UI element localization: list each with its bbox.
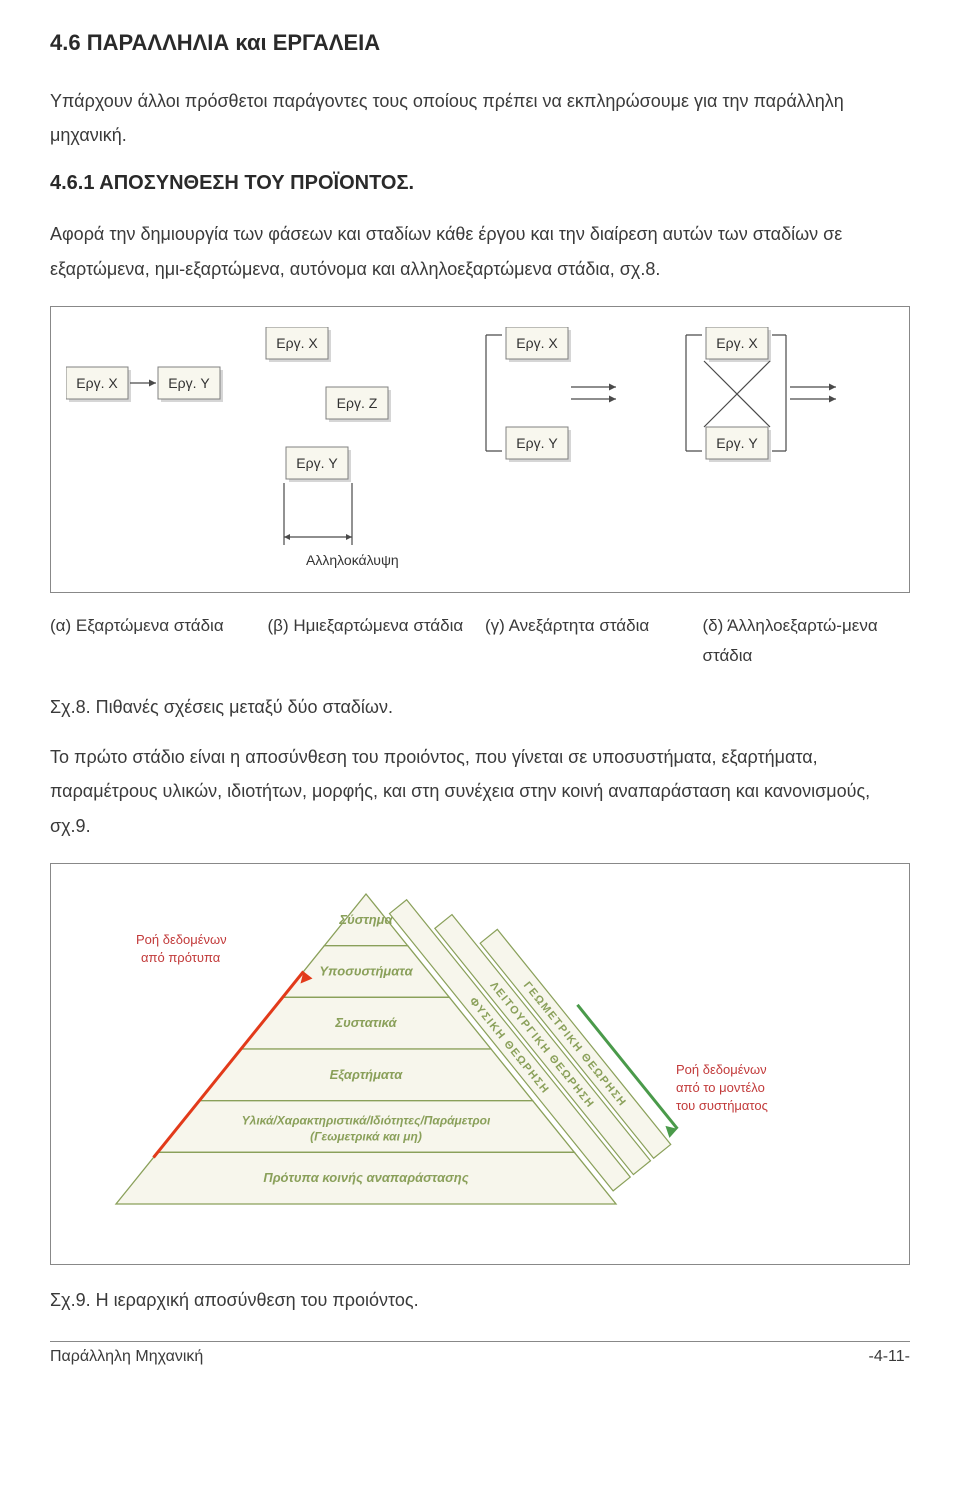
caption-b: (β) Ημιεξαρτώμενα στάδια — [268, 611, 476, 672]
svg-text:Σύστημα: Σύστημα — [338, 912, 393, 927]
subsection-title: 4.6.1 ΑΠΟΣΥΝΘΕΣΗ ΤΟΥ ΠΡΟΪΟΝΤΟΣ. — [50, 172, 910, 195]
section-title: 4.6 ΠΑΡΑΛΛΗΛΙΑ και ΕΡΓΑΛΕΙΑ — [50, 30, 910, 56]
figure-9-svg: Σύστημα Υποσυστήματα Συστατικά Εξαρτήματα Υλ… — [66, 884, 886, 1244]
svg-text:Εργ. Y: Εργ. Y — [516, 435, 558, 451]
svg-text:Εργ. X: Εργ. X — [516, 335, 558, 351]
svg-text:Εργ. Y: Εργ. Y — [168, 375, 210, 391]
svg-text:Αλληλοκάλυψη: Αλληλοκάλυψη — [306, 552, 399, 568]
svg-text:Πρότυπα κοινής αναπαράστασης: Πρότυπα κοινής αναπαράστασης — [263, 1170, 468, 1185]
svg-text:Συστατικά: Συστατικά — [334, 1015, 397, 1030]
caption-d: (δ) Άλληλοεξαρτώ-μενα στάδια — [703, 611, 911, 672]
svg-text:Υλικά/Χαρακτηριστικά/Ιδιότητες: Υλικά/Χαρακτηριστικά/Ιδιότητες/Παράμετρο… — [242, 1113, 491, 1127]
svg-text:Εξαρτήματα: Εξαρτήματα — [330, 1067, 404, 1082]
caption-c: (γ) Ανεξάρτητα στάδια — [485, 611, 693, 672]
figure-8-label: Σχ.8. Πιθανές σχέσεις μεταξύ δύο σταδίων… — [50, 690, 910, 724]
svg-text:Ροή δεδομένων: Ροή δεδομένων — [676, 1062, 767, 1077]
figure-8-svg: Εργ. X Εργ. Y Εργ. X Εργ. Z Εργ. Y Εργ. X Ερ… — [66, 327, 886, 577]
svg-text:Εργ. Y: Εργ. Y — [716, 435, 758, 451]
footer-left: Παράλληλη Μηχανική — [50, 1348, 203, 1366]
svg-text:(Γεωμετρικά και μη): (Γεωμετρικά και μη) — [310, 1129, 422, 1143]
page-footer: Παράλληλη Μηχανική -4-11- — [50, 1341, 910, 1366]
svg-text:Ροή δεδομένων: Ροή δεδομένων — [136, 932, 227, 947]
svg-text:από πρότυπα: από πρότυπα — [141, 950, 221, 965]
mid-paragraph: Το πρώτο στάδιο είναι η αποσύνθεση του π… — [50, 740, 910, 843]
svg-text:από το μοντέλο: από το μοντέλο — [676, 1080, 765, 1095]
svg-text:Εργ. X: Εργ. X — [76, 375, 118, 391]
caption-a: (α) Εξαρτώμενα στάδια — [50, 611, 258, 672]
svg-text:Εργ. X: Εργ. X — [716, 335, 758, 351]
footer-right: -4-11- — [869, 1348, 911, 1366]
svg-text:Εργ. X: Εργ. X — [276, 335, 318, 351]
figure-8-captions: (α) Εξαρτώμενα στάδια (β) Ημιεξαρτώμενα … — [50, 611, 910, 672]
intro-paragraph: Υπάρχουν άλλοι πρόσθετοι παράγοντες τους… — [50, 84, 910, 152]
figure-9-box: Σύστημα Υποσυστήματα Συστατικά Εξαρτήματα Υλ… — [50, 863, 910, 1265]
figure-8-box: Εργ. X Εργ. Y Εργ. X Εργ. Z Εργ. Y Εργ. X Ερ… — [50, 306, 910, 593]
svg-text:του συστήματος: του συστήματος — [676, 1098, 768, 1113]
svg-text:Υποσυστήματα: Υποσυστήματα — [319, 963, 413, 978]
svg-text:Εργ. Y: Εργ. Y — [296, 455, 338, 471]
svg-text:Εργ. Z: Εργ. Z — [337, 395, 378, 411]
figure-9-label: Σχ.9. Η ιεραρχική αποσύνθεση του προιόντ… — [50, 1283, 910, 1317]
subsection-paragraph: Αφορά την δημιουργία των φάσεων και σταδ… — [50, 217, 910, 285]
